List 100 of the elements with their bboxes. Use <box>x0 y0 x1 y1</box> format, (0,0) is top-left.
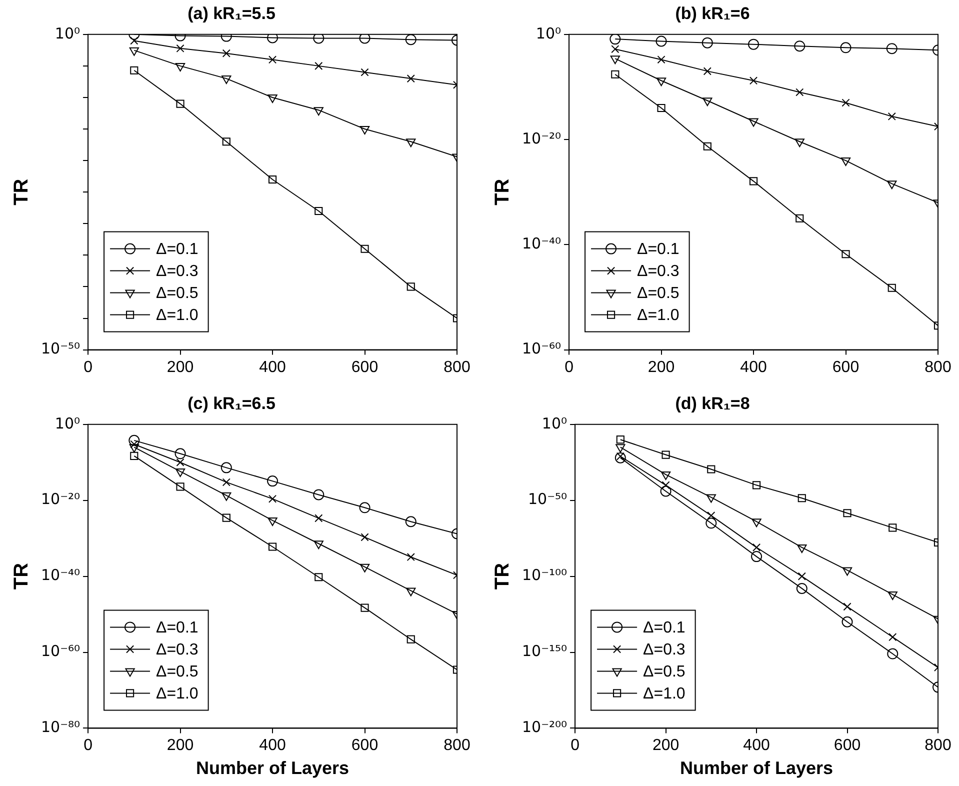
point <box>702 98 712 106</box>
point <box>794 138 804 148</box>
legend-label: Δ=1.0 <box>156 686 198 703</box>
point <box>888 633 897 642</box>
y-tick-label: 10⁻⁴⁰ <box>522 234 562 253</box>
point <box>887 648 898 660</box>
point <box>314 107 324 116</box>
point <box>176 482 184 491</box>
point <box>706 494 716 503</box>
x-tick-label: 0 <box>570 737 580 754</box>
legend-label: Δ=1.0 <box>156 307 198 324</box>
point <box>359 34 370 44</box>
point <box>314 573 323 582</box>
y-tick-label: 10⁻⁵⁰ <box>41 340 80 358</box>
point <box>360 564 370 572</box>
point <box>359 502 370 514</box>
point <box>129 47 139 56</box>
point <box>616 452 624 460</box>
point <box>611 45 620 54</box>
y-tick-label: 10⁻¹⁰⁰ <box>522 566 568 584</box>
point <box>798 572 806 580</box>
y-tick-label: 10⁻²⁰⁰ <box>522 718 568 736</box>
point <box>752 481 761 490</box>
point <box>611 70 620 78</box>
point <box>360 244 369 253</box>
point <box>888 524 897 532</box>
x-tick-label: 200 <box>648 358 675 376</box>
x-tick-label: 800 <box>924 358 952 376</box>
chart-title: (a) kR₁=5.5 <box>188 4 276 23</box>
x-axis-title: Number of Layers <box>196 758 350 778</box>
point <box>267 476 278 487</box>
point <box>406 138 416 148</box>
legend-label: Δ=1.0 <box>637 307 680 324</box>
point <box>405 34 416 46</box>
point <box>174 448 186 460</box>
legend-label: Δ=0.1 <box>643 620 686 637</box>
point <box>360 68 369 76</box>
point <box>268 494 277 503</box>
point <box>222 76 232 84</box>
point <box>702 37 713 48</box>
y-tick-label: 10⁻⁵⁰ <box>528 490 568 508</box>
point <box>616 436 624 444</box>
y-axis-title: TR <box>10 562 33 590</box>
point <box>176 458 184 466</box>
point <box>406 588 416 596</box>
point <box>842 250 850 258</box>
point <box>222 492 232 501</box>
point <box>268 56 277 64</box>
point <box>888 284 896 292</box>
point <box>842 98 850 107</box>
point <box>610 34 621 45</box>
point <box>222 478 230 486</box>
point <box>749 177 758 186</box>
point <box>656 78 666 86</box>
point <box>222 138 230 146</box>
point <box>842 567 852 576</box>
point <box>843 509 852 518</box>
point <box>268 542 277 551</box>
point <box>130 36 138 45</box>
point <box>886 43 898 54</box>
y-tick-label: 10⁻⁶⁰ <box>41 642 80 660</box>
x-tick-label: 200 <box>166 358 194 376</box>
point <box>748 38 760 50</box>
point <box>751 551 762 562</box>
point <box>406 74 415 83</box>
y-tick-label: 10⁻⁸⁰ <box>41 718 80 736</box>
point <box>703 67 712 76</box>
point <box>314 206 323 216</box>
y-tick-label: 10⁻²⁰ <box>41 490 80 508</box>
y-tick-label: 10⁻¹⁵⁰ <box>522 642 568 660</box>
point <box>888 592 898 600</box>
x-tick-label: 600 <box>351 737 378 754</box>
legend-label: Δ=0.3 <box>156 642 198 659</box>
point <box>222 514 230 522</box>
legend-label: Δ=0.1 <box>156 241 198 258</box>
legend-label: Δ=0.1 <box>637 241 680 258</box>
point <box>222 49 230 58</box>
point <box>313 489 324 500</box>
y-tick-label: 10⁻²⁰ <box>522 129 562 148</box>
point <box>752 543 761 552</box>
point <box>887 180 897 190</box>
point <box>128 434 140 446</box>
point <box>749 76 758 85</box>
y-tick-label: 10⁰ <box>536 24 562 42</box>
point <box>794 40 806 52</box>
point <box>707 465 716 474</box>
y-tick-label: 10⁰ <box>54 24 80 42</box>
legend-label: Δ=0.5 <box>156 664 198 681</box>
legend-label: Δ=0.3 <box>637 263 680 280</box>
y-tick-label: 10⁻⁴⁰ <box>41 566 80 584</box>
x-tick-label: 800 <box>444 737 470 754</box>
y-tick-label: 10⁰ <box>542 414 568 432</box>
point <box>657 104 666 112</box>
x-tick-label: 400 <box>740 358 767 376</box>
y-tick-label: 10⁰ <box>54 414 80 432</box>
point <box>610 56 620 64</box>
x-tick-label: 800 <box>924 737 952 754</box>
point <box>657 56 666 64</box>
legend-label: Δ=0.3 <box>643 642 686 659</box>
point <box>176 44 184 52</box>
